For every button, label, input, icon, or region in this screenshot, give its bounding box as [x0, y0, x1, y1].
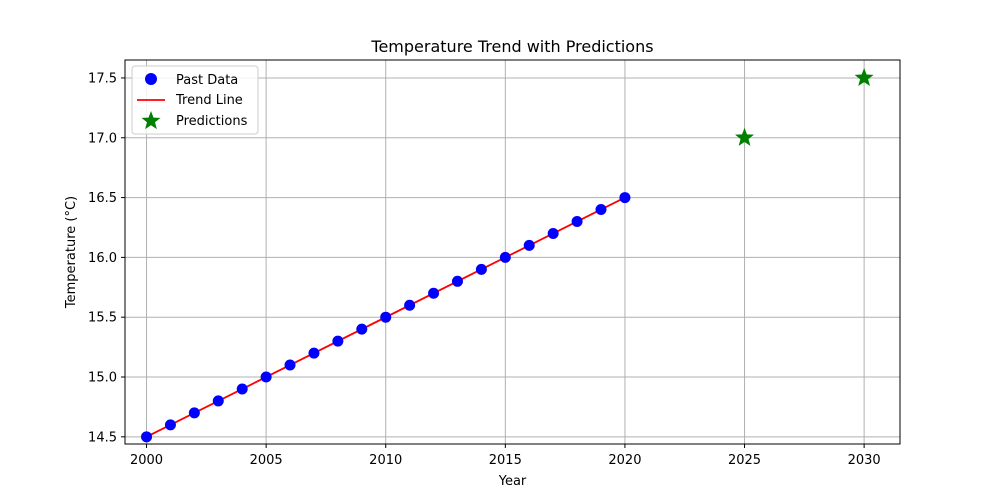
grid — [125, 60, 900, 444]
x-tick-label: 2020 — [608, 453, 641, 468]
past-data-point — [164, 419, 176, 431]
past-data-point — [380, 311, 392, 323]
past-data-point — [212, 395, 224, 407]
past-data-point — [260, 371, 272, 383]
y-axis: 14.5 15.0 15.5 16.0 16.5 17.0 17.5 — [88, 71, 125, 445]
x-tick-label: 2030 — [848, 453, 881, 468]
past-data-point — [356, 323, 368, 335]
x-tick-label: 2010 — [369, 453, 402, 468]
past-data-point — [595, 204, 607, 216]
past-data-point — [428, 287, 440, 299]
past-data-point — [547, 227, 559, 239]
x-axis: 2000 2005 2010 2015 2020 2025 2030 — [130, 444, 881, 468]
y-tick-label: 17.0 — [88, 131, 117, 146]
x-tick-label: 2025 — [728, 453, 761, 468]
legend-box — [131, 65, 259, 135]
x-tick-label: 2015 — [489, 453, 522, 468]
legend-marker-past-data — [145, 73, 157, 85]
legend-label-past-data: Past Data — [176, 73, 238, 88]
y-tick-label: 14.5 — [88, 430, 117, 445]
y-tick-label: 17.5 — [88, 71, 117, 86]
y-axis-label: Temperature (°C) — [64, 196, 79, 309]
past-data-point — [499, 251, 511, 263]
legend-marker-predictions — [141, 111, 161, 130]
past-data-point — [404, 299, 416, 311]
plot-area — [141, 67, 874, 443]
legend: Past Data Trend Line Predictions — [131, 65, 259, 135]
chart-title: Temperature Trend with Predictions — [370, 37, 653, 56]
past-data-point — [475, 263, 487, 275]
past-data-point — [188, 407, 200, 419]
past-data-point — [332, 335, 344, 347]
prediction-point — [854, 67, 874, 87]
past-data-point — [571, 215, 583, 227]
prediction-point — [735, 127, 755, 146]
past-data-point — [141, 431, 153, 443]
past-data-point — [523, 239, 535, 251]
past-data-point — [308, 347, 320, 359]
y-tick-label: 15.0 — [88, 371, 117, 386]
legend-label-predictions: Predictions — [176, 114, 248, 129]
axes-frame — [124, 59, 901, 445]
y-tick-label: 15.5 — [88, 311, 117, 326]
past-data-point — [284, 359, 296, 371]
past-data-point — [451, 275, 463, 287]
x-tick-label: 2000 — [130, 453, 163, 468]
y-tick-label: 16.5 — [88, 191, 117, 206]
y-tick-label: 16.0 — [88, 251, 117, 266]
past-data-point — [619, 192, 631, 204]
x-tick-label: 2005 — [250, 453, 283, 468]
x-axis-label: Year — [498, 474, 527, 489]
legend-label-trend-line: Trend Line — [175, 93, 243, 108]
past-data-point — [236, 383, 248, 395]
